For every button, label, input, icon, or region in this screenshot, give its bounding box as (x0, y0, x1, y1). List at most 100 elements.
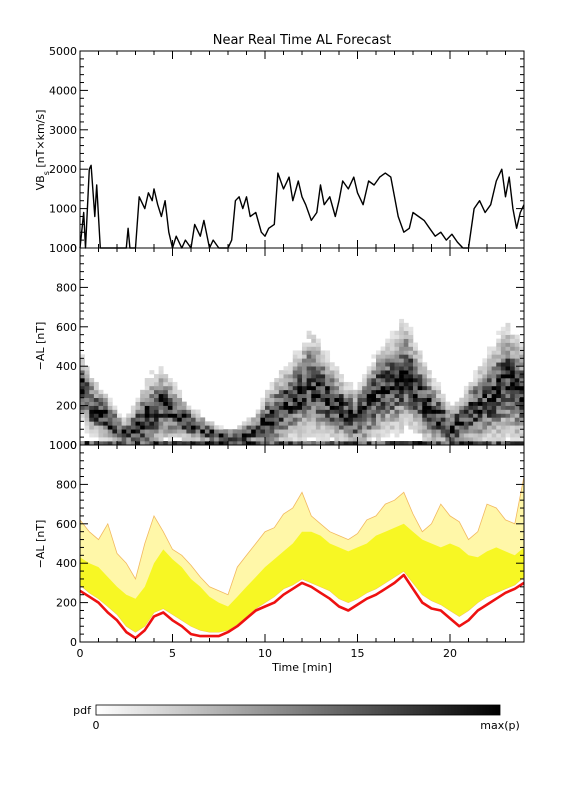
heatmap-cell (149, 441, 155, 446)
heatmap-cell (380, 425, 386, 430)
heatmap-cell (376, 421, 381, 426)
heatmap-cell (292, 437, 298, 442)
heatmap-cell (505, 401, 511, 406)
heatmap-cell (283, 393, 289, 399)
heatmap-cell (112, 417, 118, 422)
heatmap-cell (278, 385, 284, 391)
heatmap-cell (80, 397, 85, 402)
heatmap-cell (320, 358, 326, 363)
heatmap-cell (265, 417, 270, 422)
heatmap-cell (325, 417, 331, 422)
heatmap-cell (158, 385, 164, 391)
heatmap-cell (417, 389, 423, 395)
heatmap-cell (487, 370, 492, 375)
heatmap-cell (459, 413, 465, 418)
heatmap-cell (394, 389, 400, 395)
heatmap-cell (260, 421, 266, 426)
heatmap-cell (491, 433, 497, 438)
heatmap-cell (315, 381, 321, 387)
heatmap-cell (389, 378, 395, 383)
heatmap-cell (371, 421, 377, 426)
vbs-line (79, 164, 525, 249)
heatmap-cell (334, 378, 340, 383)
heatmap-cell (297, 374, 303, 379)
heatmap-cell (93, 381, 99, 387)
heatmap-cell (436, 381, 442, 387)
heatmap-cell (394, 405, 400, 410)
heatmap-cell (274, 437, 280, 442)
heatmap-cell (380, 381, 386, 387)
heatmap-cell (487, 362, 492, 367)
heatmap-cell (413, 417, 418, 422)
heatmap-cell (112, 425, 118, 430)
heatmap-cell (112, 405, 118, 410)
heatmap-cell (269, 389, 275, 395)
y-tick-label: 600 (56, 321, 77, 334)
heatmap-cell (283, 409, 289, 414)
heatmap-cell (283, 385, 289, 391)
heatmap-cell (505, 326, 511, 332)
heatmap-cell (491, 437, 497, 442)
heatmap-cell (477, 397, 483, 402)
heatmap-cell (505, 322, 511, 328)
heatmap-cell (163, 397, 169, 402)
heatmap-cell (117, 433, 122, 438)
heatmap-cell (403, 385, 409, 391)
x-tick-label: 5 (169, 647, 176, 660)
heatmap-cell (366, 378, 372, 383)
heatmap-cell (505, 374, 511, 379)
heatmap-cell (89, 401, 95, 406)
heatmap-cell (385, 358, 391, 363)
heatmap-cell (140, 417, 146, 422)
heatmap-cell (514, 370, 520, 375)
heatmap-cell (325, 374, 331, 379)
heatmap-cell (172, 405, 178, 410)
heatmap-cell (334, 429, 340, 434)
heatmap-cell (500, 417, 506, 422)
heatmap-cell (140, 405, 146, 410)
heatmap-cell (130, 437, 136, 442)
heatmap-cell (84, 385, 90, 391)
heatmap-cell (376, 405, 381, 410)
heatmap-cell (140, 437, 146, 442)
heatmap-cell (339, 374, 344, 379)
heatmap-cell (144, 441, 150, 446)
heatmap-cell (158, 413, 164, 418)
heatmap-cell (463, 437, 469, 442)
heatmap-cell (329, 413, 335, 418)
heatmap-cell (260, 425, 266, 430)
heatmap-cell (163, 409, 169, 414)
heatmap-cell (422, 405, 428, 410)
heatmap-cell (200, 417, 206, 422)
heatmap-cell (121, 429, 127, 434)
heatmap-cell (135, 409, 141, 414)
heatmap-cell (204, 425, 210, 430)
heatmap-cell (228, 433, 233, 438)
heatmap-cell (426, 437, 432, 442)
heatmap-cell (473, 381, 479, 387)
heatmap-cell (154, 374, 159, 379)
heatmap-cell (315, 425, 321, 430)
heatmap-cell (413, 350, 418, 355)
heatmap-cell (255, 413, 261, 418)
heatmap-cell (399, 409, 405, 414)
vbs-axes-frame (79, 50, 525, 249)
heatmap-cell (491, 389, 497, 395)
heatmap-cell (241, 429, 247, 434)
heatmap-cell (195, 425, 201, 430)
heatmap-cell (297, 421, 303, 426)
heatmap-cell (454, 417, 460, 422)
heatmap-cell (487, 425, 492, 430)
heatmap-cell (80, 405, 85, 410)
heatmap-cell (218, 425, 224, 430)
heatmap-cell (403, 362, 409, 367)
heatmap-cell (315, 401, 321, 406)
heatmap-cell (144, 413, 150, 418)
heatmap-cell (496, 342, 502, 347)
heatmap-cell (302, 378, 307, 383)
heatmap-cell (163, 433, 169, 438)
heatmap-cell (306, 393, 312, 399)
heatmap-cell (158, 378, 164, 383)
heatmap-cell (468, 381, 474, 387)
